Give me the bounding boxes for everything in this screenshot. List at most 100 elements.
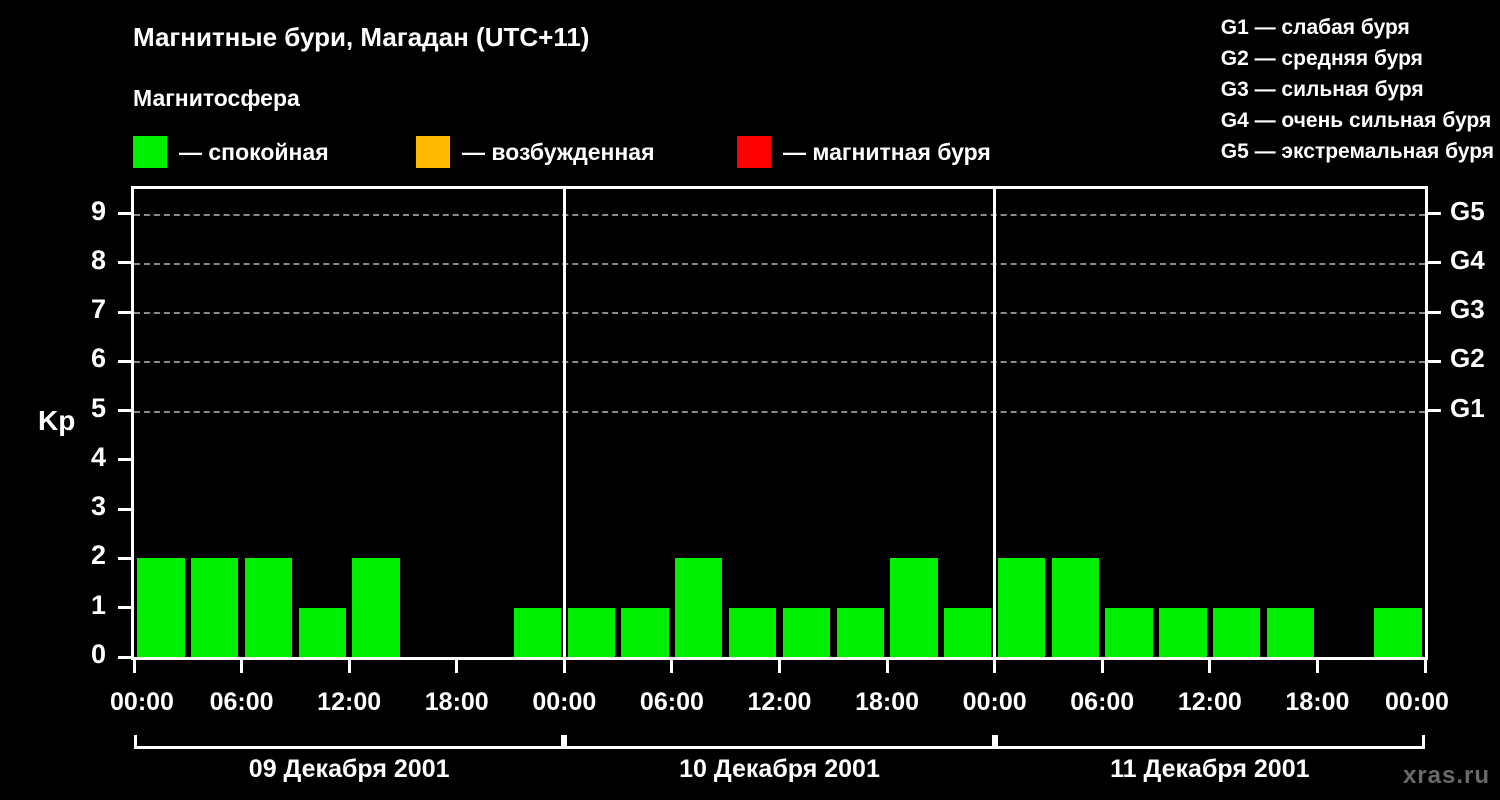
legend-item-2: — магнитная буря: [737, 132, 991, 172]
g-tick-label: G4: [1450, 244, 1485, 275]
legend-item-0: — спокойная: [133, 132, 329, 172]
x-tick-mark: [347, 660, 351, 673]
gridline-kp-6: [134, 361, 1425, 364]
day-bracket: [564, 735, 995, 749]
y-tick-mark: [118, 507, 131, 511]
plot-area: [131, 186, 1428, 660]
day-bracket: [134, 735, 565, 749]
y-tick-label: 9: [90, 195, 106, 226]
day-label: 11 Декабря 2001: [1110, 755, 1310, 783]
bar: [244, 558, 293, 657]
bar: [782, 607, 831, 657]
x-tick-label: 12:00: [317, 688, 382, 716]
day-separator: [993, 189, 997, 657]
bar: [997, 558, 1046, 657]
g-tick-label: G5: [1450, 195, 1485, 226]
bar: [191, 558, 239, 657]
x-tick-mark: [132, 660, 136, 673]
x-tick-mark: [778, 660, 781, 673]
y-tick-label: 1: [90, 589, 106, 620]
x-tick-label: 00:00: [110, 688, 174, 716]
y-tick-label: 0: [90, 639, 106, 669]
g-scale-line-3: G3 — сильная буря: [1220, 78, 1424, 101]
x-tick-mark: [670, 660, 674, 673]
g-tick-mark: [1428, 261, 1441, 265]
x-tick-label: 18:00: [855, 688, 920, 716]
x-tick-label: 12:00: [1177, 688, 1242, 716]
y-tick-label: 5: [90, 392, 106, 423]
y-tick-mark: [118, 655, 131, 659]
g-scale-legend: G1 — слабая буря G2 — средняя буря G3 — си…: [1221, 12, 1494, 167]
g-tick-label: G2: [1450, 343, 1485, 374]
g-scale-line-4: G4 — очень сильная буря: [1220, 109, 1492, 132]
day-label: 09 Декабря 2001: [248, 755, 450, 783]
x-tick-mark: [1208, 660, 1212, 673]
x-tick-label: 18:00: [1285, 688, 1350, 716]
page-title: Магнитные бури, Магадан (UTC+11): [133, 22, 590, 52]
gridline-kp-9: [134, 213, 1425, 216]
bar: [621, 607, 669, 657]
bar: [728, 607, 777, 657]
bar: [1159, 607, 1207, 657]
x-tick-mark: [1100, 660, 1104, 673]
y-tick-mark: [118, 606, 131, 610]
gridline-kp-5: [134, 410, 1425, 413]
magnetosphere-label: Магнитосфера: [133, 85, 300, 111]
y-tick-mark: [118, 261, 131, 265]
x-tick-label: 06:00: [1070, 688, 1135, 716]
y-tick-label: 6: [90, 343, 106, 374]
x-tick-label: 00:00: [1385, 688, 1449, 716]
bar: [567, 607, 615, 657]
bar: [1213, 607, 1261, 657]
bar: [1266, 607, 1315, 657]
x-tick-mark: [1315, 660, 1319, 673]
orange-square-icon: [416, 136, 450, 168]
g-scale-line-5: G5 — экстремальная буря: [1220, 140, 1494, 163]
legend-item-label: — возбужденная: [462, 138, 655, 165]
bar: [1105, 607, 1153, 657]
y-axis-title: Kp: [38, 405, 76, 436]
x-tick-mark: [993, 660, 997, 673]
day-label: 10 Декабря 2001: [679, 755, 880, 783]
x-tick-label: 12:00: [747, 688, 812, 716]
y-tick-mark: [118, 458, 131, 462]
g-scale-line-2: G2 — средняя буря: [1220, 47, 1423, 70]
x-tick-mark: [562, 660, 566, 673]
legend-item-1: — возбужденная: [416, 132, 655, 172]
y-tick-label: 3: [90, 491, 106, 522]
bar: [944, 607, 992, 657]
bar: [298, 607, 346, 657]
x-tick-label: 00:00: [532, 688, 597, 716]
y-tick-label: 7: [90, 294, 106, 325]
gridline-kp-7: [134, 312, 1425, 315]
g-tick-mark: [1428, 212, 1441, 216]
red-square-icon: [737, 136, 771, 168]
day-separator: [562, 189, 566, 657]
x-tick-label: 00:00: [962, 688, 1027, 716]
x-tick-label: 06:00: [639, 688, 704, 716]
bar: [137, 558, 185, 657]
x-tick-mark: [1423, 660, 1427, 673]
bar: [513, 607, 562, 657]
day-bracket: [994, 735, 1425, 749]
g-tick-label: G1: [1450, 392, 1485, 423]
x-tick-label: 06:00: [209, 688, 274, 716]
gridline-kp-8: [134, 262, 1425, 265]
bar: [352, 558, 400, 657]
x-tick-mark: [455, 660, 459, 673]
y-tick-label: 8: [90, 244, 106, 275]
bar: [890, 558, 938, 657]
g-tick-mark: [1428, 409, 1441, 413]
y-tick-mark: [118, 359, 131, 363]
x-tick-mark: [240, 660, 244, 673]
plot-inner: [134, 189, 1425, 657]
bar: [1374, 607, 1422, 657]
legend-item-label: — спокойная: [179, 138, 329, 165]
bar: [836, 607, 884, 657]
y-tick-mark: [118, 212, 131, 216]
bar: [1051, 558, 1099, 657]
y-tick-mark: [118, 556, 131, 560]
y-tick-label: 4: [90, 441, 106, 472]
y-tick-mark: [118, 310, 131, 314]
